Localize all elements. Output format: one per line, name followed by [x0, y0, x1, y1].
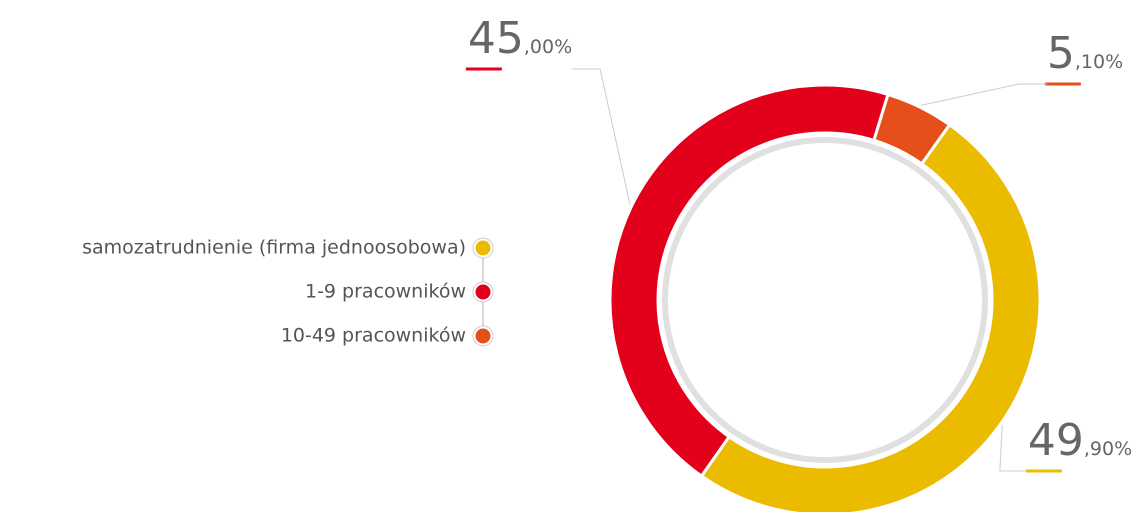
legend-label: 10-49 pracowników [281, 325, 466, 347]
inner-ring [662, 137, 988, 463]
donut-segment [872, 92, 952, 166]
legend-label: samozatrudnienie (firma jednoosobowa) [82, 237, 466, 259]
value-label-main: 49 [1028, 415, 1084, 466]
donut-segment [608, 83, 890, 479]
leader-line [999, 425, 1028, 472]
value-label-decimal: ,10% [1075, 51, 1123, 73]
legend-dot [475, 328, 491, 344]
donut-segment [699, 122, 1042, 512]
leader-line [572, 68, 631, 205]
value-label-decimal: ,90% [1084, 438, 1132, 460]
legend-dot [475, 240, 491, 256]
legend-dot [475, 284, 491, 300]
value-label: 5,10% [1047, 28, 1123, 79]
legend-label: 1-9 pracowników [305, 281, 466, 303]
value-label-main: 5 [1047, 28, 1075, 79]
value-label-decimal: ,00% [524, 36, 572, 58]
leader-line [920, 83, 1047, 106]
value-label-main: 45 [468, 13, 524, 64]
value-label: 45,00% [468, 13, 572, 64]
value-label: 49,90% [1028, 415, 1132, 466]
